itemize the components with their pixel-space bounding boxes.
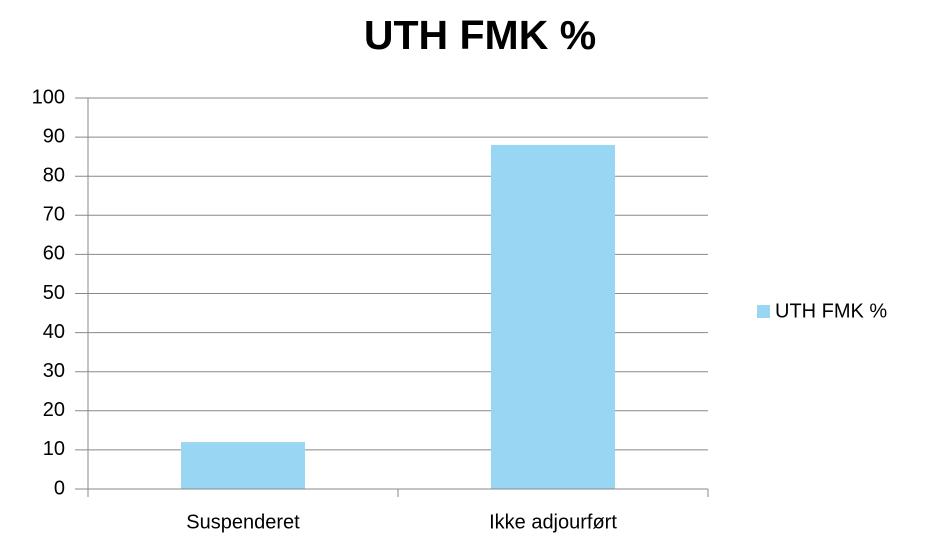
y-tick-label: 80: [43, 164, 65, 186]
bar: [181, 442, 305, 489]
y-tick-label: 20: [43, 399, 65, 421]
x-tick-label: Ikke adjourført: [489, 511, 617, 533]
y-tick-label: 60: [43, 243, 65, 265]
chart-title: UTH FMK %: [364, 12, 596, 58]
y-tick-label: 70: [43, 204, 65, 226]
legend-label: UTH FMK %: [775, 300, 887, 322]
bar: [491, 144, 615, 490]
y-tick-label: 10: [43, 438, 65, 460]
y-tick-label: 0: [54, 477, 65, 499]
y-tick-label: 100: [32, 86, 65, 108]
y-tick-label: 50: [43, 282, 65, 304]
y-tick-label: 30: [43, 360, 65, 382]
y-tick-label: 90: [43, 125, 65, 147]
legend-swatch: [757, 305, 770, 318]
x-tick-label: Suspenderet: [186, 511, 300, 533]
y-tick-label: 40: [43, 321, 65, 343]
